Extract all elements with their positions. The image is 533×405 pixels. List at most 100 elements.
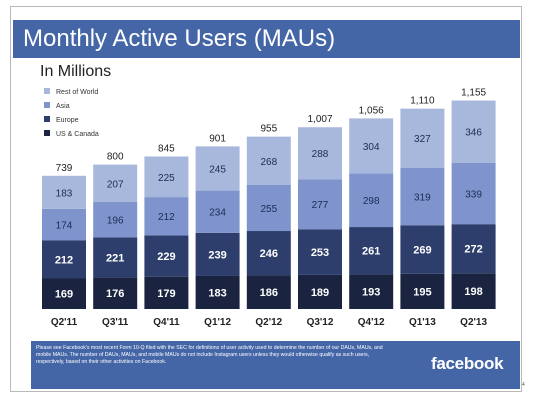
bar-segment xyxy=(42,175,86,209)
data-label: 239 xyxy=(208,249,226,261)
legend-swatch xyxy=(44,130,50,136)
data-label: 261 xyxy=(362,246,380,258)
data-label: 179 xyxy=(157,288,175,300)
data-label: 346 xyxy=(465,128,482,139)
page-number: 4 xyxy=(522,382,525,388)
data-label: 212 xyxy=(158,212,175,223)
x-tick-label: Q3'12 xyxy=(307,317,334,328)
x-tick-label: Q1'13 xyxy=(409,317,436,328)
bar-segment xyxy=(298,127,342,180)
data-label: 189 xyxy=(311,287,329,299)
chart-subtitle: In Millions xyxy=(40,63,112,80)
data-label: 268 xyxy=(260,157,277,168)
bar-segment xyxy=(451,162,496,225)
bar-segment xyxy=(93,201,138,238)
bar-segment xyxy=(195,190,240,233)
bar-segment xyxy=(349,173,394,228)
bar-segment xyxy=(400,225,445,274)
bar-segment xyxy=(144,197,189,236)
total-label: 739 xyxy=(56,163,73,174)
x-tick-label: Q1'12 xyxy=(204,317,231,328)
bar-segment xyxy=(246,231,291,276)
x-tick-label: Q4'11 xyxy=(153,317,180,328)
data-label: 196 xyxy=(107,216,124,227)
bar-segment xyxy=(93,237,138,278)
bar-segment xyxy=(246,275,291,309)
x-tick-label: Q2'13 xyxy=(460,317,487,328)
data-label: 272 xyxy=(464,244,482,256)
total-label: 845 xyxy=(158,143,175,154)
data-label: 207 xyxy=(107,179,124,190)
x-tick-label: Q2'12 xyxy=(255,317,282,328)
data-label: 176 xyxy=(106,288,124,300)
bar-segment xyxy=(451,100,496,163)
data-label: 229 xyxy=(157,251,175,263)
data-label: 269 xyxy=(413,245,431,257)
bar-segment xyxy=(42,278,86,309)
legend-swatch xyxy=(44,116,50,122)
bar-segment xyxy=(400,273,445,309)
data-label: 253 xyxy=(311,247,329,259)
data-label: 245 xyxy=(209,164,226,175)
bar-segment xyxy=(93,164,138,202)
data-label: 186 xyxy=(260,287,278,299)
data-label: 288 xyxy=(312,149,329,160)
data-label: 225 xyxy=(158,173,175,184)
total-label: 901 xyxy=(209,133,226,144)
data-label: 183 xyxy=(208,287,226,299)
data-label: 198 xyxy=(464,286,482,298)
bar-segment xyxy=(298,179,342,230)
total-label: 1,110 xyxy=(410,96,435,107)
data-label: 221 xyxy=(106,252,124,264)
data-label: 169 xyxy=(55,289,73,301)
bar-segment xyxy=(246,136,291,185)
data-label: 183 xyxy=(56,188,73,199)
bar-segment xyxy=(144,235,189,277)
bar-segment xyxy=(349,227,394,275)
bar-segment xyxy=(298,274,342,309)
data-label: 327 xyxy=(414,134,431,145)
total-label: 955 xyxy=(260,124,277,135)
legend-label: US & Canada xyxy=(56,131,99,138)
data-label: 246 xyxy=(260,248,278,260)
data-label: 174 xyxy=(56,221,73,232)
data-label: 319 xyxy=(414,192,431,203)
bar-segment xyxy=(400,167,445,226)
bar-segment xyxy=(42,240,86,279)
legend-swatch xyxy=(44,102,50,108)
legend-label: Asia xyxy=(56,103,70,110)
legend-label: Rest of World xyxy=(56,89,98,96)
bar-segment xyxy=(195,232,240,276)
bar-segment xyxy=(144,156,189,198)
data-label: 339 xyxy=(465,190,482,201)
bar-segment xyxy=(144,276,189,309)
bar-segment xyxy=(349,274,394,309)
bar-segment xyxy=(451,224,496,274)
legend-label: Europe xyxy=(56,117,79,124)
data-label: 193 xyxy=(362,287,380,299)
data-label: 255 xyxy=(260,204,277,215)
total-label: 1,155 xyxy=(461,88,486,99)
legend-swatch xyxy=(44,88,50,94)
bar-segment xyxy=(400,108,445,168)
data-label: 212 xyxy=(55,254,73,266)
x-tick-label: Q2'11 xyxy=(51,317,78,328)
bar-segment xyxy=(451,273,496,309)
footnote: Please see Facebook's most recent Form 1… xyxy=(36,345,383,365)
data-label: 195 xyxy=(413,286,431,298)
bar-segment xyxy=(195,275,240,309)
chart-title: Monthly Active Users (MAUs) xyxy=(23,25,336,52)
bar-segment xyxy=(42,208,86,241)
x-tick-label: Q3'11 xyxy=(102,317,129,328)
total-label: 800 xyxy=(107,152,124,163)
bar-segment xyxy=(298,229,342,275)
data-label: 277 xyxy=(312,200,329,211)
bar-segment xyxy=(246,184,291,232)
facebook-logo: facebook xyxy=(431,354,504,373)
total-label: 1,007 xyxy=(307,114,332,125)
total-label: 1,056 xyxy=(359,105,384,116)
title-banner: Monthly Active Users (MAUs) xyxy=(13,20,520,58)
bar-segment xyxy=(93,277,138,309)
bar-segment xyxy=(349,118,394,174)
footer-bar: Please see Facebook's most recent Form 1… xyxy=(31,341,520,389)
